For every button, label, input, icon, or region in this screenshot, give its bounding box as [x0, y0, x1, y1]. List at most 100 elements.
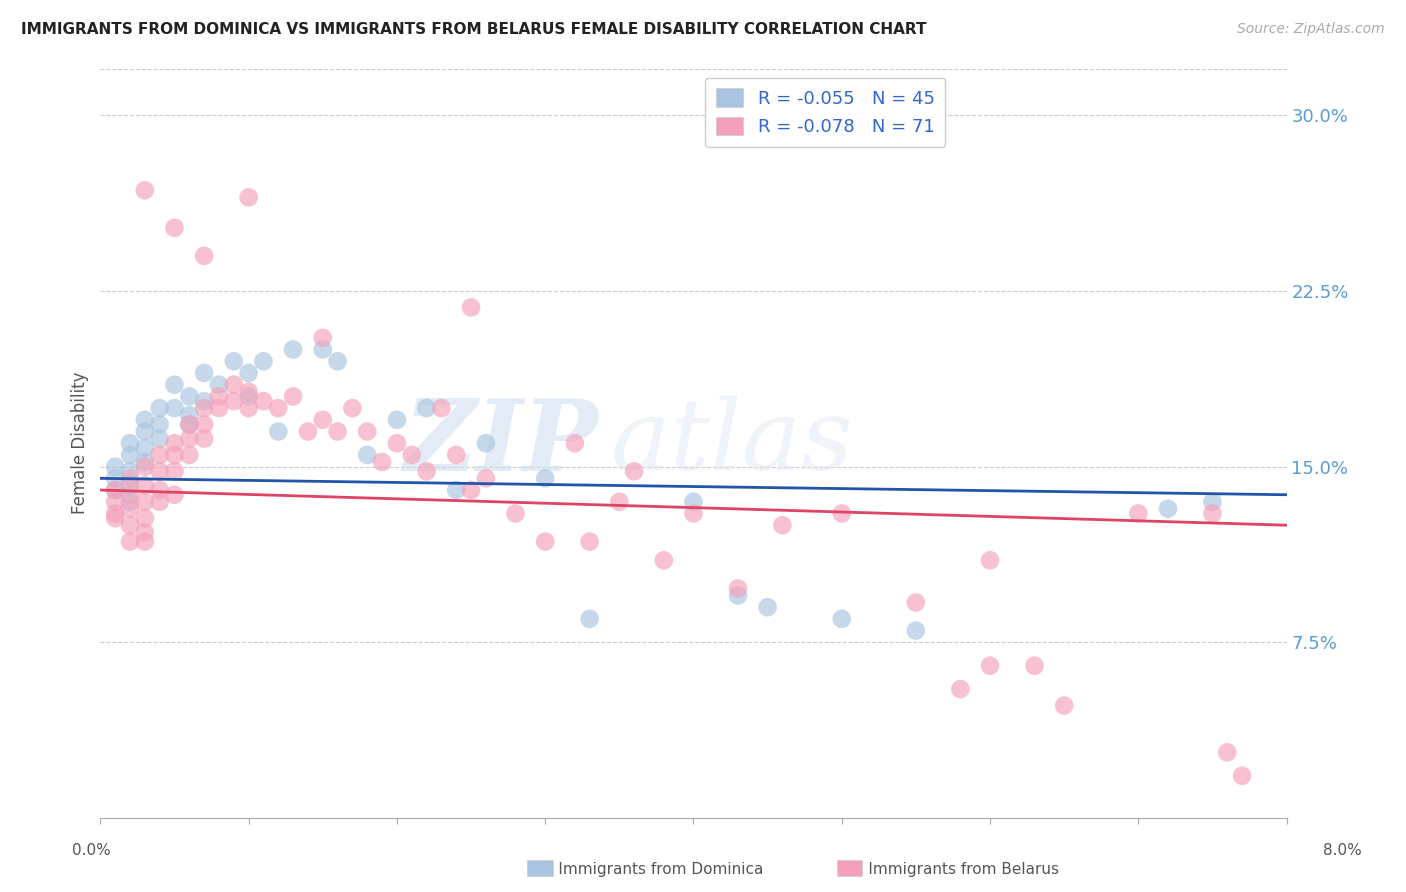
Point: [222, 394, 245, 409]
Point: [312, 343, 335, 357]
Point: [193, 401, 215, 416]
Point: [534, 471, 557, 485]
Point: [118, 501, 141, 516]
Point: [356, 425, 378, 439]
Point: [134, 183, 156, 197]
Point: [1216, 745, 1239, 759]
Point: [460, 483, 482, 497]
Point: [104, 483, 127, 497]
Point: [430, 401, 453, 416]
Point: [118, 436, 141, 450]
Point: [179, 417, 201, 432]
Text: Immigrants from Dominica: Immigrants from Dominica: [534, 863, 763, 877]
Point: [163, 488, 186, 502]
Text: IMMIGRANTS FROM DOMINICA VS IMMIGRANTS FROM BELARUS FEMALE DISABILITY CORRELATIO: IMMIGRANTS FROM DOMINICA VS IMMIGRANTS F…: [21, 22, 927, 37]
Point: [415, 464, 437, 478]
Point: [1201, 507, 1223, 521]
Point: [1053, 698, 1076, 713]
Point: [1128, 507, 1150, 521]
Point: [401, 448, 423, 462]
Point: [770, 518, 793, 533]
Point: [149, 495, 172, 509]
Point: [326, 354, 349, 368]
Point: [385, 436, 408, 450]
Point: [163, 464, 186, 478]
Point: [118, 478, 141, 492]
Point: [238, 389, 260, 403]
Point: [193, 394, 215, 409]
Point: [252, 394, 274, 409]
Point: [149, 401, 172, 416]
Point: [756, 600, 779, 615]
Point: [297, 425, 319, 439]
Point: [134, 459, 156, 474]
Point: [979, 553, 1001, 567]
Point: [104, 459, 127, 474]
Point: [238, 384, 260, 399]
Point: [149, 483, 172, 497]
Point: [134, 511, 156, 525]
Point: [134, 495, 156, 509]
Point: [727, 582, 749, 596]
Point: [904, 624, 927, 638]
Point: [949, 682, 972, 697]
Text: 0.0%: 0.0%: [72, 843, 111, 858]
Point: [281, 343, 304, 357]
Point: [1230, 769, 1253, 783]
Point: [149, 432, 172, 446]
Point: [267, 401, 290, 416]
Point: [682, 507, 704, 521]
Point: [134, 441, 156, 455]
Point: [163, 377, 186, 392]
Point: [149, 464, 172, 478]
Point: [104, 471, 127, 485]
Text: Immigrants from Belarus: Immigrants from Belarus: [844, 863, 1059, 877]
Point: [134, 413, 156, 427]
Point: [682, 495, 704, 509]
Point: [238, 190, 260, 204]
Point: [238, 366, 260, 380]
Point: [179, 408, 201, 422]
Point: [104, 507, 127, 521]
Point: [179, 417, 201, 432]
Point: [312, 331, 335, 345]
Point: [118, 464, 141, 478]
Text: 8.0%: 8.0%: [1323, 843, 1362, 858]
Text: atlas: atlas: [610, 395, 853, 491]
Point: [326, 425, 349, 439]
Point: [267, 425, 290, 439]
Point: [104, 483, 127, 497]
Point: [118, 448, 141, 462]
Point: [193, 366, 215, 380]
Point: [727, 589, 749, 603]
Point: [607, 495, 630, 509]
Point: [104, 511, 127, 525]
Point: [118, 471, 141, 485]
Point: [904, 595, 927, 609]
Point: [1201, 495, 1223, 509]
Point: [1024, 658, 1046, 673]
Point: [460, 301, 482, 315]
Point: [134, 478, 156, 492]
Point: [444, 448, 467, 462]
Point: [356, 448, 378, 462]
Point: [831, 612, 853, 626]
Legend: R = -0.055   N = 45, R = -0.078   N = 71: R = -0.055 N = 45, R = -0.078 N = 71: [706, 78, 945, 147]
Point: [281, 389, 304, 403]
Point: [134, 425, 156, 439]
Point: [208, 389, 231, 403]
Point: [475, 436, 498, 450]
Point: [104, 495, 127, 509]
Point: [652, 553, 675, 567]
Point: [179, 448, 201, 462]
Point: [134, 534, 156, 549]
Text: Source: ZipAtlas.com: Source: ZipAtlas.com: [1237, 22, 1385, 37]
Point: [342, 401, 364, 416]
Point: [444, 483, 467, 497]
Point: [371, 455, 394, 469]
Point: [623, 464, 645, 478]
Point: [179, 432, 201, 446]
Point: [238, 401, 260, 416]
Point: [475, 471, 498, 485]
Point: [208, 401, 231, 416]
